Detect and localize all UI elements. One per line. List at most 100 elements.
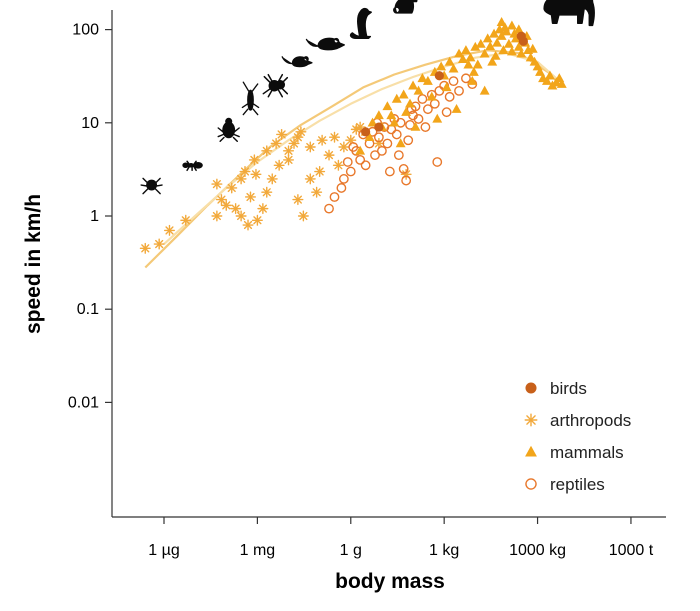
- mammals-point: [460, 45, 471, 55]
- mammals-point: [482, 33, 493, 43]
- legend-marker-arthropods: [524, 413, 538, 427]
- mammals-point: [451, 103, 462, 113]
- mammals-point: [398, 89, 409, 99]
- x-tick-label: 1000 kg: [509, 542, 566, 559]
- ferret-icon-shape: [349, 7, 372, 39]
- reptiles-point: [391, 129, 402, 140]
- arthropods-point: [235, 173, 247, 185]
- reptiles-point: [355, 154, 366, 165]
- arthropods-point: [257, 203, 269, 215]
- mammals-point: [389, 117, 400, 127]
- mammals-point: [422, 75, 433, 85]
- x-axis-title: body mass: [335, 570, 445, 593]
- cockroach-icon-shape: [241, 81, 260, 116]
- beetle-icon: [217, 117, 240, 143]
- mammals-point: [417, 73, 428, 83]
- legend-label-arthropods: arthropods: [550, 411, 631, 430]
- reptiles-point: [393, 150, 404, 161]
- arthropods-point: [242, 219, 254, 231]
- mammals-point: [444, 56, 455, 66]
- legend-marker-birds: [525, 382, 537, 394]
- mammals-point: [457, 54, 468, 64]
- y-tick-label: 1: [90, 208, 99, 225]
- arthropods-point: [304, 173, 316, 185]
- reptiles-point: [429, 98, 440, 109]
- mammals-point: [355, 145, 366, 155]
- arthropods-point: [211, 178, 223, 190]
- birds-point: [361, 127, 371, 137]
- mammals-point: [470, 41, 481, 51]
- birds-point: [518, 36, 528, 46]
- mammals-point: [479, 48, 490, 58]
- arthropods-point: [230, 203, 242, 215]
- arthropods-point: [235, 210, 247, 222]
- reptiles-point: [329, 192, 340, 202]
- reptiles-point: [373, 132, 384, 143]
- reptiles-point: [345, 166, 356, 177]
- rat-icon-shape: [305, 37, 345, 51]
- mammals-point: [490, 50, 501, 60]
- mammals-point: [535, 66, 545, 76]
- arthropods-point: [248, 154, 260, 166]
- mammals-point: [498, 45, 509, 55]
- arthropods-point: [266, 173, 278, 185]
- arthropods-point: [239, 166, 251, 178]
- arthropods-point: [288, 137, 300, 149]
- mammals-point: [513, 24, 524, 34]
- legend-marker-reptiles: [525, 478, 537, 490]
- mammals-point: [410, 121, 421, 131]
- arthropods-point: [283, 154, 295, 166]
- reptiles-point: [422, 104, 433, 115]
- mammals-point: [373, 110, 384, 120]
- tarantula-icon-shape: [262, 73, 289, 98]
- ferret-icon: [349, 7, 372, 39]
- reptiles-point: [461, 73, 471, 84]
- reptiles-point: [444, 91, 455, 102]
- tarantula-icon: [262, 73, 289, 98]
- arthropods-point: [261, 186, 273, 198]
- rat-icon: [305, 37, 345, 51]
- mammals-point: [426, 91, 437, 101]
- ant-icon-shape: [182, 160, 203, 172]
- reptiles-point: [420, 122, 431, 132]
- mammals-point: [541, 75, 552, 85]
- spider-icon-shape: [140, 177, 163, 195]
- y-tick-label: 0.01: [68, 394, 99, 411]
- x-tick-label: 1 µg: [148, 542, 179, 559]
- reptiles-point: [348, 142, 359, 152]
- mammals-point: [441, 82, 452, 92]
- arthropods-point: [297, 210, 309, 222]
- reptiles-point: [342, 157, 353, 167]
- reptiles-point: [324, 203, 334, 214]
- mammals-point: [468, 66, 479, 76]
- reptiles-point: [382, 138, 393, 149]
- y-axis-title: speed in km/h: [22, 194, 45, 334]
- mammals-point: [556, 78, 567, 88]
- arthropods-point: [251, 214, 263, 226]
- mammals-point: [463, 59, 474, 69]
- mammals-point: [465, 52, 476, 62]
- mammals-point: [401, 106, 412, 116]
- arthropods-point: [244, 191, 256, 203]
- mammals-point: [489, 28, 499, 38]
- rabbit-icon: [393, 0, 418, 14]
- reptiles-point: [338, 174, 349, 184]
- mammals-point: [479, 85, 490, 95]
- mammals-point: [545, 70, 555, 80]
- arthropods-point: [338, 141, 350, 153]
- reptiles-point: [384, 166, 395, 177]
- mammals-point: [496, 17, 507, 26]
- legend-marker-mammals: [525, 445, 537, 457]
- arthropods-point: [329, 131, 341, 143]
- reptiles-point: [377, 145, 387, 156]
- mammals-point: [454, 48, 464, 58]
- reptiles-point: [413, 114, 424, 124]
- legend: birds arthropods mammals reptiles: [524, 379, 631, 494]
- mammals-point: [513, 41, 524, 51]
- reptiles-point: [398, 164, 409, 174]
- y-tick-label: 0.1: [77, 301, 99, 318]
- mammals-point: [436, 61, 447, 71]
- x-tick-label: 1 g: [340, 542, 362, 559]
